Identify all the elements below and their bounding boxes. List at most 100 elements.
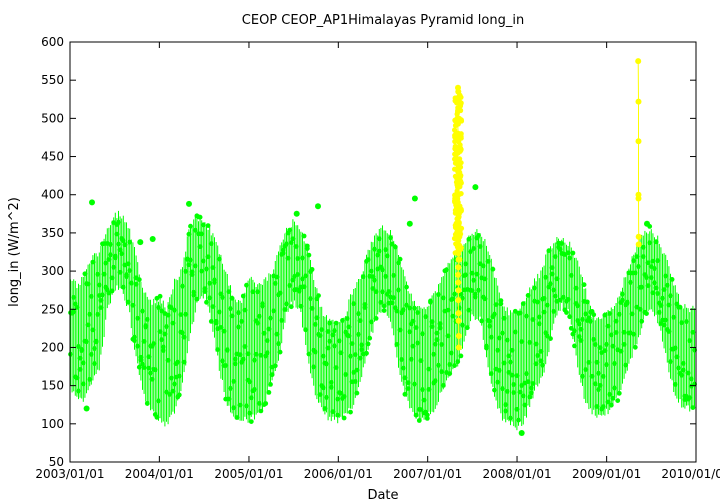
y-tick-label: 150 bbox=[41, 379, 64, 393]
x-tick-label: 2009/01/01 bbox=[572, 467, 641, 481]
x-tick-label: 2003/01/01 bbox=[35, 467, 104, 481]
data-point-flagged bbox=[455, 333, 462, 339]
data-point-valid-outlier bbox=[186, 200, 192, 207]
axes: 50 100 150 200 250 300 350 400 450 500 550 600 2003/… bbox=[35, 35, 720, 481]
x-tick-label: 2006/01/01 bbox=[304, 467, 373, 481]
x-tick-label: 2005/01/01 bbox=[214, 467, 283, 481]
data-point-valid-outlier bbox=[149, 236, 156, 242]
data-point-valid bbox=[348, 409, 353, 415]
data-point-flagged bbox=[455, 310, 462, 317]
data-point-flagged bbox=[455, 88, 462, 95]
data-point-valid bbox=[616, 390, 622, 396]
data-point-valid bbox=[615, 398, 621, 403]
data-point-flagged bbox=[455, 279, 462, 286]
data-point-flagged bbox=[455, 96, 462, 103]
data-point-valid-outlier bbox=[137, 239, 144, 246]
data-point-flagged bbox=[455, 191, 462, 198]
data-point-valid bbox=[306, 252, 312, 258]
data-point-flagged bbox=[455, 344, 462, 351]
data-point-flagged bbox=[455, 130, 461, 137]
x-tick-label: 2004/01/01 bbox=[125, 467, 194, 481]
data-point-flagged bbox=[635, 58, 642, 65]
y-tick-label: 200 bbox=[41, 340, 64, 354]
data-point-flagged bbox=[455, 271, 461, 278]
data-point-flagged bbox=[454, 199, 461, 206]
data-point-valid bbox=[632, 344, 638, 350]
data-point-valid bbox=[288, 304, 294, 310]
data-point-valid-outlier bbox=[89, 199, 95, 206]
data-point-valid bbox=[424, 412, 430, 418]
series-longin-flagged bbox=[451, 58, 642, 351]
data-point-flagged bbox=[457, 103, 463, 109]
y-tick-label: 450 bbox=[41, 150, 64, 164]
y-tick-label: 300 bbox=[41, 264, 64, 278]
data-point-flagged bbox=[455, 138, 462, 145]
data-point-flagged bbox=[454, 233, 461, 240]
data-point-flagged bbox=[455, 264, 462, 271]
data-point-valid bbox=[581, 282, 587, 288]
y-tick-label: 250 bbox=[41, 302, 64, 316]
data-point-flagged bbox=[454, 115, 461, 122]
y-tick-label: 350 bbox=[41, 226, 64, 240]
data-line-flagged bbox=[637, 61, 640, 245]
data-point-flagged bbox=[455, 207, 461, 213]
data-point-valid bbox=[316, 293, 321, 298]
data-point-flagged bbox=[454, 176, 461, 183]
data-point-flagged bbox=[455, 287, 462, 294]
data-point-flagged bbox=[635, 233, 642, 240]
data-point-flagged bbox=[635, 195, 642, 202]
x-tick-label: 2007/01/01 bbox=[393, 467, 462, 481]
data-point-flagged bbox=[455, 245, 462, 252]
x-tick-label: 2010/01/01 bbox=[661, 467, 720, 481]
data-point-valid-outlier bbox=[411, 195, 418, 202]
x-tick-label: 2008/01/01 bbox=[482, 467, 551, 481]
data-point-valid bbox=[301, 233, 307, 239]
y-tick-label: 400 bbox=[41, 188, 64, 202]
data-point-valid bbox=[354, 390, 360, 396]
data-point-flagged bbox=[455, 161, 461, 168]
data-point-valid bbox=[157, 293, 163, 299]
chart-title: CEOP CEOP_AP1Himalayas Pyramid long_in bbox=[242, 13, 524, 28]
y-axis-title: long_in (W/m^2) bbox=[7, 197, 22, 307]
data-point-valid-outlier bbox=[472, 184, 479, 191]
data-point-valid bbox=[424, 416, 430, 421]
plot-area bbox=[68, 58, 697, 436]
data-point-valid bbox=[266, 390, 272, 395]
data-point-flagged bbox=[455, 297, 462, 304]
data-point-flagged bbox=[455, 214, 462, 221]
data-point-flagged bbox=[635, 98, 642, 105]
data-point-valid bbox=[341, 415, 347, 421]
series-longin-valid bbox=[68, 184, 697, 436]
data-point-valid-outlier bbox=[406, 220, 413, 227]
data-point-valid bbox=[548, 336, 553, 341]
data-point-flagged bbox=[455, 184, 461, 191]
data-point-valid bbox=[373, 316, 379, 321]
data-point-valid bbox=[263, 401, 269, 406]
data-point-flagged bbox=[454, 222, 461, 229]
data-point-flagged bbox=[635, 138, 642, 145]
y-tick-label: 50 bbox=[49, 455, 64, 469]
data-point-valid-outlier bbox=[644, 220, 650, 227]
data-point-flagged bbox=[454, 149, 461, 156]
data-point-flagged bbox=[635, 241, 642, 248]
data-point-valid bbox=[591, 312, 597, 318]
data-point-valid-outlier bbox=[83, 405, 90, 412]
data-point-valid bbox=[458, 353, 464, 359]
data-point-valid-outlier bbox=[518, 430, 525, 436]
data-point-valid-outlier bbox=[293, 210, 300, 217]
data-point-valid bbox=[397, 256, 403, 262]
y-tick-label: 100 bbox=[41, 417, 64, 431]
data-point-valid bbox=[248, 419, 254, 424]
data-point-valid bbox=[309, 267, 315, 272]
x-axis-title: Date bbox=[367, 488, 398, 503]
data-point-flagged bbox=[455, 168, 462, 175]
data-point-valid-outlier bbox=[315, 203, 321, 210]
data-point-flagged bbox=[456, 256, 463, 263]
data-point-flagged bbox=[455, 107, 461, 114]
y-tick-label: 600 bbox=[41, 35, 64, 49]
data-point-flagged bbox=[455, 317, 462, 324]
y-tick-label: 550 bbox=[41, 73, 64, 87]
plot-frame bbox=[69, 41, 697, 463]
